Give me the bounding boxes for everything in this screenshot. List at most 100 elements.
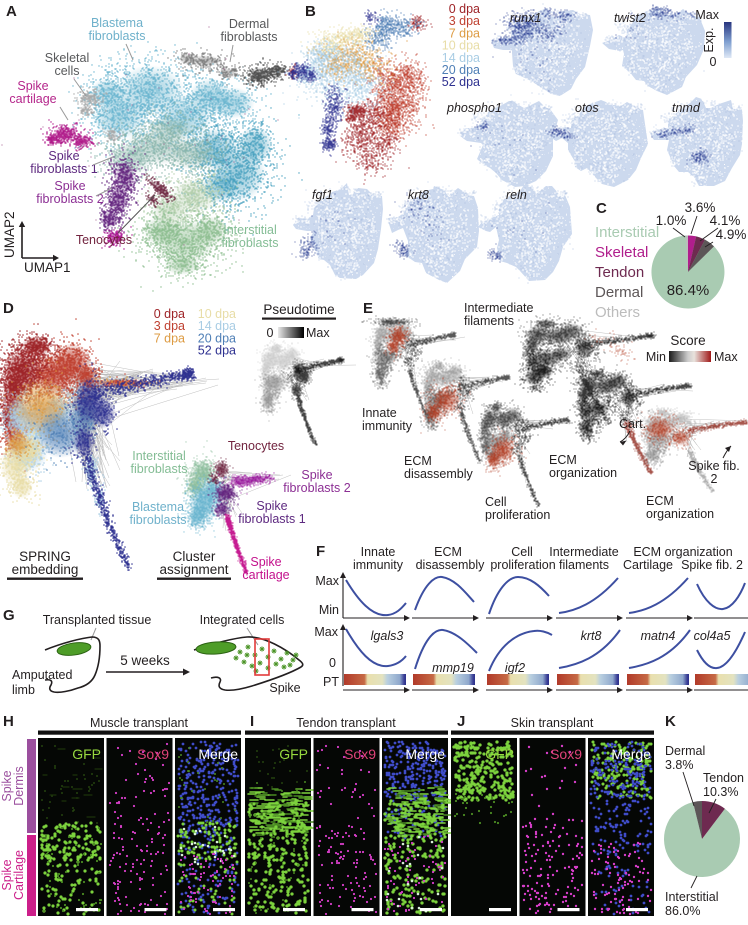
svg-text:7 dpa: 7 dpa — [449, 26, 480, 40]
svg-text:Others: Others — [595, 304, 640, 321]
svg-text:cartilage: cartilage — [242, 568, 289, 582]
svg-text:Sox9: Sox9 — [550, 746, 582, 762]
svg-text:4.1%: 4.1% — [710, 213, 741, 228]
svg-text:assignment: assignment — [159, 562, 228, 577]
svg-text:runx1: runx1 — [510, 11, 541, 25]
svg-text:Spike: Spike — [17, 79, 48, 93]
svg-text:Muscle transplant: Muscle transplant — [90, 716, 188, 730]
svg-text:52 dpa: 52 dpa — [442, 75, 480, 89]
svg-text:fibroblasts: fibroblasts — [131, 462, 188, 476]
svg-text:Exp.: Exp. — [702, 27, 716, 52]
svg-text:Cell: Cell — [511, 545, 533, 559]
svg-text:UMAP1: UMAP1 — [24, 260, 71, 275]
svg-text:matn4: matn4 — [641, 629, 676, 643]
svg-text:fibroblasts: fibroblasts — [221, 30, 278, 44]
svg-text:col4a5: col4a5 — [694, 629, 731, 643]
svg-text:1.0%: 1.0% — [656, 213, 687, 228]
svg-text:86.4%: 86.4% — [667, 282, 710, 299]
svg-text:86.0%: 86.0% — [665, 904, 700, 918]
svg-text:SPRING: SPRING — [19, 549, 71, 564]
svg-text:lgals3: lgals3 — [371, 629, 404, 643]
svg-text:D: D — [3, 300, 14, 317]
svg-text:tnmd: tnmd — [672, 101, 701, 115]
svg-text:4.9%: 4.9% — [716, 227, 747, 242]
svg-text:fibroblasts: fibroblasts — [222, 236, 279, 250]
svg-text:Intermediate: Intermediate — [549, 545, 619, 559]
svg-text:Interstitial: Interstitial — [223, 223, 277, 237]
svg-text:J: J — [457, 713, 465, 730]
svg-text:Min: Min — [319, 603, 339, 617]
svg-text:Blastema: Blastema — [91, 16, 143, 30]
svg-text:Integrated cells: Integrated cells — [200, 613, 285, 627]
svg-text:filaments: filaments — [464, 314, 514, 328]
svg-text:ECM: ECM — [646, 494, 674, 508]
svg-text:Spike: Spike — [256, 499, 287, 513]
svg-text:Score: Score — [670, 333, 705, 348]
svg-text:Max: Max — [315, 574, 339, 588]
svg-text:PT: PT — [323, 675, 339, 689]
svg-text:3.8%: 3.8% — [665, 758, 694, 772]
svg-text:Merge: Merge — [198, 746, 238, 762]
svg-text:otos: otos — [575, 101, 599, 115]
svg-text:igf2: igf2 — [505, 661, 525, 675]
svg-text:Spike: Spike — [0, 859, 14, 890]
svg-text:Max: Max — [314, 625, 338, 639]
svg-text:Max: Max — [714, 350, 738, 364]
svg-text:Interstitial: Interstitial — [595, 224, 659, 241]
svg-text:B: B — [305, 3, 316, 20]
svg-text:GFP: GFP — [279, 746, 308, 762]
svg-text:10 dpa: 10 dpa — [442, 39, 480, 53]
svg-text:Spike: Spike — [54, 179, 85, 193]
svg-text:cartilage: cartilage — [9, 92, 56, 106]
svg-text:krt8: krt8 — [581, 629, 602, 643]
svg-text:0 dpa: 0 dpa — [449, 2, 480, 16]
svg-text:A: A — [6, 3, 17, 20]
svg-text:Tendon: Tendon — [703, 771, 744, 785]
svg-text:Innate: Innate — [362, 406, 397, 420]
svg-text:20 dpa: 20 dpa — [442, 63, 480, 77]
svg-text:Spike fib.: Spike fib. — [688, 459, 739, 473]
svg-text:3.6%: 3.6% — [685, 200, 716, 215]
svg-text:GFP: GFP — [485, 746, 514, 762]
svg-text:twist2: twist2 — [614, 11, 646, 25]
svg-text:cells: cells — [54, 64, 79, 78]
svg-text:0: 0 — [329, 656, 336, 670]
svg-text:ECM: ECM — [549, 453, 577, 467]
svg-text:fibroblasts 2: fibroblasts 2 — [36, 192, 103, 206]
svg-text:Spike: Spike — [301, 468, 332, 482]
svg-text:fibroblasts: fibroblasts — [89, 29, 146, 43]
svg-text:Spike: Spike — [269, 681, 300, 695]
svg-text:G: G — [3, 607, 15, 624]
svg-text:immunity: immunity — [353, 558, 404, 572]
svg-text:Dermal: Dermal — [665, 744, 705, 758]
svg-text:fibroblasts 1: fibroblasts 1 — [30, 162, 97, 176]
svg-text:immunity: immunity — [362, 419, 413, 433]
svg-text:K: K — [665, 713, 676, 730]
svg-text:Dermal: Dermal — [595, 284, 643, 301]
svg-text:UMAP2: UMAP2 — [2, 211, 17, 258]
svg-text:Merge: Merge — [405, 746, 445, 762]
svg-text:Sox9: Sox9 — [344, 746, 376, 762]
svg-text:E: E — [363, 300, 373, 317]
svg-text:reln: reln — [506, 188, 527, 202]
svg-text:Cartilage: Cartilage — [12, 850, 26, 900]
svg-text:Intermediate: Intermediate — [464, 301, 534, 315]
svg-text:proliferation: proliferation — [485, 508, 550, 522]
svg-text:Max: Max — [695, 8, 719, 22]
svg-text:organization: organization — [549, 466, 617, 480]
svg-text:7 dpa: 7 dpa — [154, 331, 185, 345]
svg-text:0 dpa: 0 dpa — [154, 307, 185, 321]
svg-text:Tenocytes: Tenocytes — [228, 439, 284, 453]
svg-text:Cartilage: Cartilage — [623, 558, 673, 572]
svg-text:Spike: Spike — [48, 149, 79, 163]
svg-text:Spike: Spike — [250, 555, 281, 569]
svg-text:52 dpa: 52 dpa — [198, 344, 236, 358]
svg-text:0: 0 — [710, 55, 717, 69]
svg-text:embedding: embedding — [12, 562, 79, 577]
svg-text:3 dpa: 3 dpa — [154, 319, 185, 333]
svg-text:F: F — [316, 543, 325, 560]
svg-text:Tenocytes: Tenocytes — [76, 233, 132, 247]
svg-text:Merge: Merge — [611, 746, 651, 762]
svg-text:Interstitial: Interstitial — [665, 890, 719, 904]
svg-text:GFP: GFP — [72, 746, 101, 762]
